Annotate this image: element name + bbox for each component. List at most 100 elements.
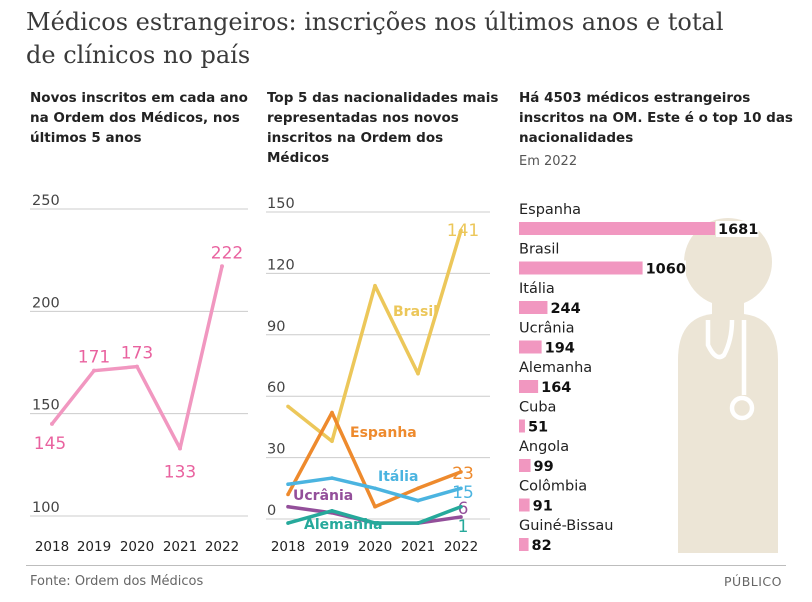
data-point: [92, 368, 96, 373]
bar: [519, 419, 525, 433]
bar-value-label: 1681: [718, 222, 758, 238]
y-tick-label: 150: [267, 196, 295, 212]
end-value-label: 1: [458, 517, 469, 537]
data-point: [459, 504, 463, 509]
x-tick-label: 2022: [205, 539, 239, 555]
bar-value-label: 91: [533, 499, 553, 515]
bar: [519, 301, 548, 314]
data-point: [286, 521, 290, 525]
doctor-silhouette-icon: [678, 218, 778, 553]
data-point: [373, 486, 377, 491]
x-tick-label: 2019: [77, 539, 111, 555]
bar: [519, 222, 715, 235]
x-tick-label: 2019: [315, 539, 349, 555]
bar-value-label: 82: [532, 538, 552, 554]
bar-category-label: Itália: [519, 281, 555, 297]
y-tick-label: 100: [32, 500, 60, 516]
x-tick-label: 2020: [120, 539, 154, 555]
data-point: [373, 504, 377, 509]
bar-value-label: 1060: [646, 262, 686, 278]
data-point: [416, 498, 420, 503]
bar-value-label: 164: [541, 380, 571, 396]
bar-value-label: 194: [545, 341, 575, 357]
end-value-label: 15: [452, 483, 474, 503]
bar: [519, 380, 539, 393]
bar-value-bg: [542, 339, 576, 356]
bar-value-bg: [529, 537, 553, 553]
x-tick-label: 2018: [271, 539, 305, 555]
end-value-label: 23: [452, 464, 474, 484]
data-point: [459, 228, 463, 233]
panel1-title: Novos inscritos em cada ano na Ordem dos…: [30, 90, 248, 146]
bar-value-bg: [716, 221, 759, 237]
y-tick-label: 0: [267, 503, 276, 519]
legend-alemanha: Alemanha: [304, 517, 383, 533]
y-tick-label: 60: [267, 380, 285, 396]
bar-value-bg: [539, 379, 572, 395]
footer-rule: [26, 565, 786, 566]
data-label: 171: [78, 348, 110, 368]
legend-italia: Itália: [378, 469, 418, 485]
bar-category-label: Ucrânia: [519, 321, 575, 337]
bar-value-label: 244: [550, 301, 580, 317]
bar-value-bg: [531, 458, 555, 474]
bar-value-bg: [525, 418, 550, 435]
legend-ucrania: Ucrânia: [293, 488, 353, 504]
bar-category-label: Cuba: [519, 400, 556, 416]
data-point: [459, 486, 463, 491]
y-tick-label: 150: [32, 398, 60, 414]
data-point: [330, 439, 334, 444]
bar-category-label: Espanha: [519, 202, 581, 218]
bar-category-label: Colômbia: [519, 479, 587, 495]
data-point: [459, 515, 463, 519]
bar-category-label: Alemanha: [519, 360, 592, 376]
bar: [519, 498, 530, 512]
source-note: Fonte: Ordem dos Médicos: [30, 574, 204, 589]
y-tick-label: 90: [267, 319, 285, 335]
end-value-label: 6: [458, 499, 469, 519]
bar: [519, 538, 529, 551]
brand-logo: PÚBLICO: [724, 574, 782, 589]
data-point: [178, 446, 182, 451]
data-point: [373, 521, 377, 525]
data-point: [459, 470, 463, 474]
data-point: [135, 364, 139, 369]
bar: [519, 261, 643, 275]
data-label: 222: [211, 243, 243, 263]
bar: [519, 340, 542, 354]
data-point: [416, 371, 420, 376]
x-tick-label: 2018: [35, 539, 69, 555]
bar: [519, 459, 531, 472]
data-point: [416, 486, 420, 491]
data-point: [50, 421, 54, 426]
bar-value-bg: [643, 260, 686, 277]
data-point: [286, 504, 290, 509]
legend-brasil: Brasil: [393, 304, 438, 320]
data-label: 145: [34, 434, 66, 454]
x-tick-label: 2022: [444, 539, 478, 555]
data-point: [286, 492, 290, 497]
y-tick-label: 120: [267, 257, 295, 273]
bar-category-label: Angola: [519, 439, 569, 455]
data-point: [373, 283, 377, 288]
bar-category-label: Guiné-Bissau: [519, 518, 613, 534]
y-tick-label: 250: [32, 193, 60, 209]
data-point: [416, 521, 420, 525]
bar-value-label: 51: [528, 420, 548, 436]
x-tick-label: 2021: [163, 539, 197, 555]
data-point: [330, 410, 334, 415]
panel3-title: Há 4503 médicos estrangeiros inscritos n…: [519, 90, 793, 146]
x-tick-label: 2021: [401, 539, 435, 555]
data-label: 133: [164, 462, 196, 482]
bar-value-label: 99: [534, 459, 554, 475]
panel2-title: Top 5 das nacionalidades mais representa…: [267, 90, 499, 166]
bar-category-label: Brasil: [519, 242, 559, 258]
chart-title: Médicos estrangeiros: inscrições nos últ…: [26, 8, 724, 69]
data-point: [286, 482, 290, 487]
data-point: [330, 509, 334, 513]
end-value-label: 141: [447, 221, 479, 241]
data-point: [220, 264, 224, 269]
data-point: [286, 404, 290, 409]
x-tick-label: 2020: [358, 539, 392, 555]
